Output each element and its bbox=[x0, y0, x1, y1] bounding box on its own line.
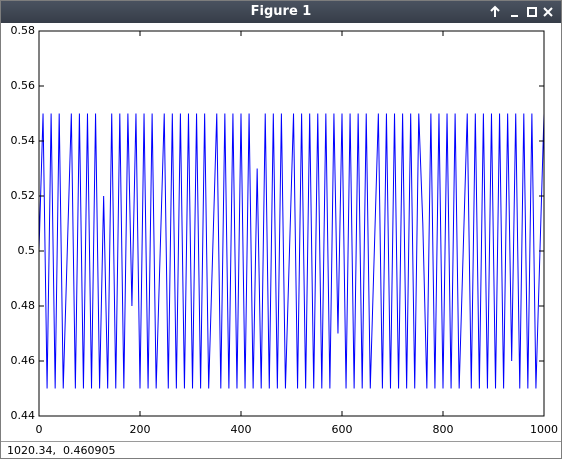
title-bar: Figure 1 bbox=[1, 1, 561, 23]
maximize-button[interactable] bbox=[527, 7, 537, 17]
plot-canvas: 0.44 0.46 0.48 0.5 0.52 0.54 0.56 0.58 0 200 400 60… bbox=[11, 24, 559, 436]
y-tick-label: 0.48 bbox=[11, 299, 36, 312]
x-tick-label: 1000 bbox=[530, 423, 558, 436]
x-tick-label: 600 bbox=[332, 423, 353, 436]
x-tick-label: 400 bbox=[231, 423, 252, 436]
raise-button[interactable] bbox=[490, 5, 500, 17]
close-button[interactable] bbox=[543, 7, 553, 17]
data-line bbox=[38, 113, 545, 389]
y-tick-label: 0.44 bbox=[11, 409, 36, 422]
y-tick-label: 0.56 bbox=[11, 79, 36, 92]
window-title: Figure 1 bbox=[250, 4, 312, 19]
axes-box bbox=[38, 30, 545, 417]
x-tick-label: 200 bbox=[130, 423, 151, 436]
y-tick-label: 0.5 bbox=[18, 244, 36, 257]
x-tick-label: 0 bbox=[36, 423, 43, 436]
y-tick-label: 0.52 bbox=[11, 189, 36, 202]
status-bar: 1020.34, 0.460905 bbox=[1, 441, 561, 458]
window-controls bbox=[490, 5, 553, 17]
y-tick-label: 0.58 bbox=[11, 24, 36, 37]
x-tick-label: 800 bbox=[433, 423, 454, 436]
y-tick-label: 0.46 bbox=[11, 354, 36, 367]
y-tick-label: 0.54 bbox=[11, 134, 36, 147]
